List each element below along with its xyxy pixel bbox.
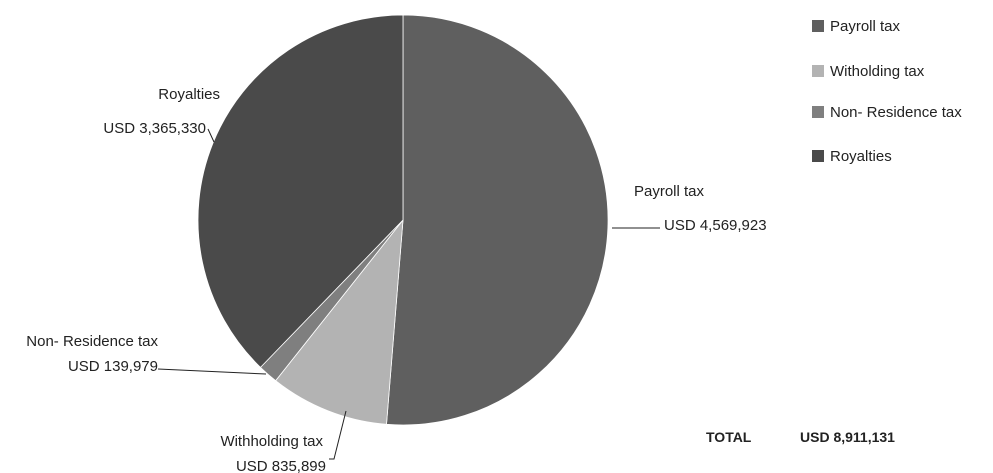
- label-withholding-tax-value: USD 835,899: [236, 458, 326, 473]
- leader-line-royalties: [207, 128, 215, 143]
- pie-slice-witholding-tax: [275, 218, 404, 425]
- legend-swatch-payroll-tax: [812, 20, 824, 32]
- label-payroll-tax-name: Payroll tax: [634, 183, 705, 200]
- legend-label-payroll-tax: Payroll tax: [830, 18, 901, 35]
- legend-label-royalties: Royalties: [830, 148, 892, 165]
- total-value: USD 8,911,131: [800, 429, 895, 445]
- legend-swatch-royalties: [812, 150, 824, 162]
- legend: Payroll tax Witholding tax Non- Residenc…: [812, 18, 962, 165]
- legend-swatch-non-residence-tax: [812, 106, 824, 118]
- label-non-residence-tax-value: USD 139,979: [68, 358, 158, 375]
- pie-slice-payroll-tax: [386, 14, 609, 426]
- label-payroll-tax-value: USD 4,569,923: [664, 217, 767, 234]
- legend-swatch-witholding-tax: [812, 65, 824, 77]
- legend-label-non-residence-tax: Non- Residence tax: [830, 104, 962, 121]
- leader-lines: [157, 128, 660, 460]
- pie-slices: [197, 14, 609, 426]
- label-royalties-value: USD 3,365,330: [103, 120, 206, 137]
- leader-line-non-residence-tax: [157, 368, 267, 375]
- total-label: TOTAL: [706, 429, 752, 445]
- leader-line-witholding-tax: [329, 410, 347, 460]
- legend-label-witholding-tax: Witholding tax: [830, 63, 925, 80]
- label-withholding-tax-name: Withholding tax: [220, 433, 323, 450]
- pie-slice-royalties: [197, 14, 404, 368]
- label-royalties-name: Royalties: [158, 86, 220, 103]
- label-non-residence-tax-name: Non- Residence tax: [26, 333, 158, 350]
